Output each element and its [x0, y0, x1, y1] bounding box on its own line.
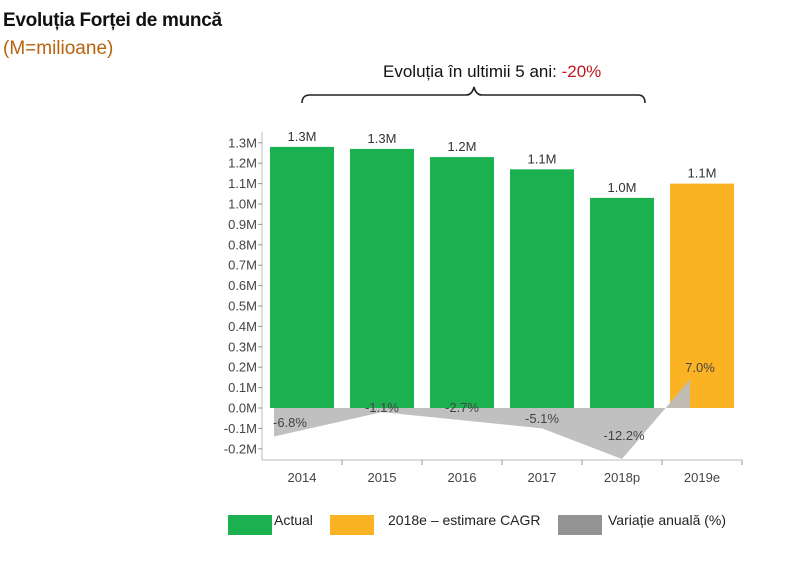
y-tick-label: -0.1M	[224, 421, 257, 436]
legend-swatch-actual	[228, 515, 272, 535]
evolution-value: -20%	[561, 62, 602, 81]
bar-value-label-2019e: 1.1M	[688, 166, 717, 181]
variation-label-2017: -5.1%	[525, 411, 559, 426]
x-tick-label-2014: 2014	[288, 470, 317, 485]
x-tick-label-2017: 2017	[528, 470, 557, 485]
variation-label-2014: -6.8%	[273, 415, 307, 430]
legend-swatch-estimate	[330, 515, 374, 535]
y-tick-label: 1.2M	[228, 156, 257, 171]
x-tick-label-2016: 2016	[448, 470, 477, 485]
bar-2016	[430, 157, 494, 408]
legend-swatch-variation	[558, 515, 602, 535]
y-tick-label: 0.2M	[228, 360, 257, 375]
bar-2014	[270, 146, 334, 408]
y-tick-label: 0.8M	[228, 237, 257, 252]
y-tick-label: 0.3M	[228, 339, 257, 354]
chart-title: Evoluția Forței de muncă	[3, 10, 222, 31]
y-tick-label: 0.0M	[228, 401, 257, 416]
x-tick-label-2018p: 2018p	[604, 470, 640, 485]
variation-label-2018p: -12.2%	[603, 428, 645, 443]
legend-label-variation: Variație anuală (%)	[608, 512, 727, 528]
y-tick-label: 0.7M	[228, 258, 257, 273]
x-tick-label-2019e: 2019e	[684, 470, 720, 485]
y-tick-label: 1.0M	[228, 197, 257, 212]
variation-area	[274, 379, 690, 459]
legend-label-actual: Actual	[274, 512, 313, 528]
y-tick-label: 0.1M	[228, 380, 257, 395]
legend-label-estimate: 2018e – estimare CAGR	[388, 512, 541, 528]
bar-value-label-2015: 1.3M	[368, 131, 397, 146]
evolution-label: Evoluția în ultimii 5 ani:	[383, 62, 557, 81]
evolution-annotation: Evoluția în ultimii 5 ani: -20%	[383, 62, 601, 82]
variation-label-2019e: 7.0%	[685, 360, 715, 375]
bar-value-label-2018p: 1.0M	[608, 180, 637, 195]
y-tick-label: 1.1M	[228, 176, 257, 191]
variation-label-2015: -1.1%	[365, 400, 399, 415]
y-tick-label: 0.4M	[228, 319, 257, 334]
y-tick-label: 1.3M	[228, 135, 257, 150]
x-tick-label-2015: 2015	[368, 470, 397, 485]
bar-value-label-2016: 1.2M	[448, 139, 477, 154]
bar-2018p	[590, 197, 654, 408]
variation-label-2016: -2.7%	[445, 400, 479, 415]
y-tick-label: -0.2M	[224, 441, 257, 456]
bar-value-label-2017: 1.1M	[528, 151, 557, 166]
y-tick-label: 0.6M	[228, 278, 257, 293]
bar-2017	[510, 169, 574, 408]
bar-2015	[350, 148, 414, 409]
chart-subtitle: (M=milioane)	[3, 38, 114, 59]
y-tick-label: 0.9M	[228, 217, 257, 232]
bar-2019e	[670, 183, 734, 408]
y-tick-label: 0.5M	[228, 299, 257, 314]
bar-value-label-2014: 1.3M	[288, 129, 317, 144]
evolution-bracket	[301, 86, 646, 104]
